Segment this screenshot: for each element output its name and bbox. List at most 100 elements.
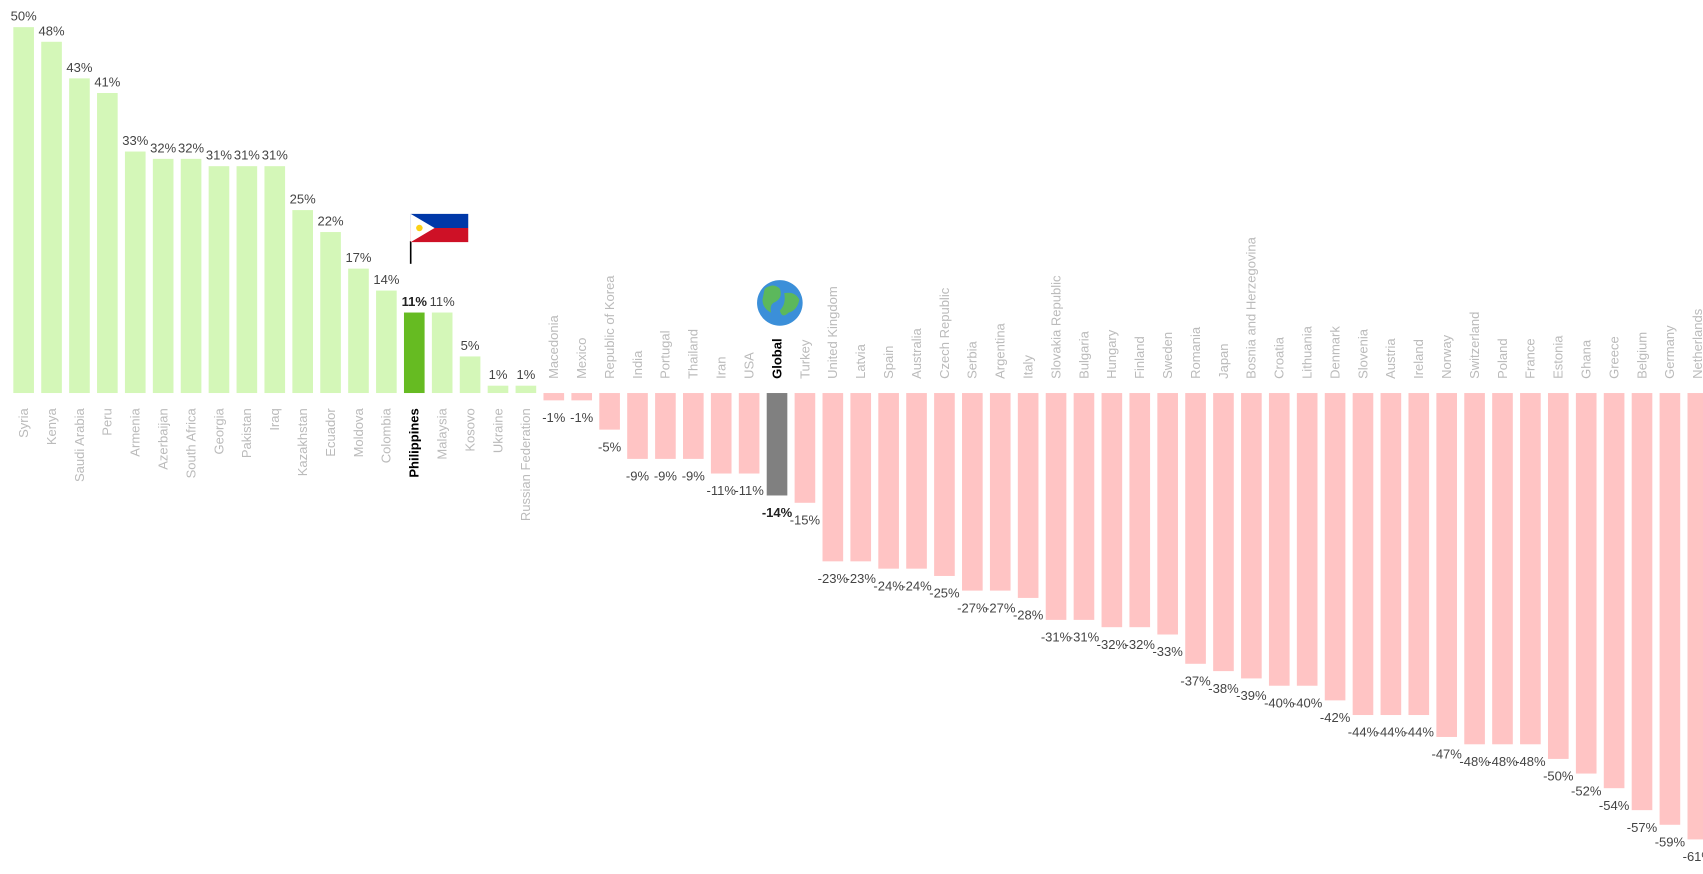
bar	[348, 268, 369, 394]
bar	[962, 393, 983, 591]
category-label: Global	[769, 338, 784, 378]
category-label: France	[1523, 338, 1538, 379]
bar	[627, 393, 648, 459]
value-label: -31%	[1069, 630, 1100, 645]
category-label: Pakistan	[239, 408, 254, 458]
bar	[69, 78, 90, 394]
bar	[989, 393, 1011, 591]
category-label: Azerbaijan	[155, 408, 170, 470]
category-label: Norway	[1439, 334, 1454, 379]
category-label: Serbia	[965, 341, 980, 379]
category-label: Slovenia	[1355, 328, 1370, 379]
category-label: Lithuania	[1300, 325, 1315, 379]
bar	[1659, 393, 1681, 825]
value-label: -11%	[734, 483, 764, 498]
bar	[655, 393, 676, 459]
category-label: Sweden	[1160, 332, 1175, 379]
value-label: -32%	[1125, 637, 1156, 652]
value-label: 25%	[290, 192, 316, 207]
value-label: -23%	[846, 571, 877, 586]
bar	[1268, 393, 1290, 686]
bar	[1492, 393, 1513, 745]
value-label: 41%	[94, 74, 120, 89]
value-label: 32%	[150, 140, 176, 155]
value-label: 11%	[402, 294, 428, 309]
bar	[403, 312, 425, 394]
value-label: 48%	[39, 23, 65, 38]
bar	[1129, 393, 1151, 628]
category-label: Armenia	[128, 407, 143, 456]
category-label: Moldova	[351, 407, 366, 457]
value-label: -40%	[1264, 695, 1295, 710]
bar	[1603, 393, 1625, 789]
value-label: -25%	[929, 586, 960, 601]
category-label: Colombia	[379, 407, 394, 463]
category-label: Slovakia Republic	[1048, 275, 1063, 379]
category-label: Latvia	[853, 343, 868, 378]
bar	[1185, 393, 1206, 664]
bar	[571, 393, 593, 401]
value-label: -48%	[1487, 754, 1518, 769]
category-label: Belgium	[1634, 332, 1649, 379]
category-label: Republic of Korea	[602, 275, 617, 379]
category-label: Ukraine	[490, 408, 505, 453]
category-label: Japan	[1216, 343, 1231, 378]
bar	[1157, 393, 1178, 635]
bar	[208, 166, 230, 394]
category-label: Macedonia	[546, 314, 561, 378]
value-label: -50%	[1543, 769, 1574, 784]
bar	[738, 393, 760, 474]
category-label: Netherlands	[1690, 308, 1703, 379]
bar	[264, 166, 286, 394]
category-label: Kazakhstan	[295, 408, 310, 476]
category-label: South Africa	[183, 407, 198, 478]
category-label: Greece	[1606, 336, 1621, 379]
category-label: Mexico	[574, 338, 589, 379]
category-label: Iraq	[267, 408, 282, 430]
globe-icon	[757, 280, 803, 326]
value-label: -57%	[1627, 820, 1658, 835]
bar	[124, 151, 146, 394]
category-label: Czech Republic	[937, 287, 952, 379]
value-label: -1%	[542, 410, 566, 425]
bar	[794, 393, 816, 503]
bar	[1017, 393, 1039, 598]
value-label: -48%	[1515, 754, 1546, 769]
value-label: -38%	[1208, 681, 1239, 696]
category-label: Finland	[1132, 336, 1147, 379]
bar	[1687, 393, 1703, 840]
bar	[682, 393, 704, 459]
category-label: Ireland	[1411, 339, 1426, 379]
bar	[152, 158, 174, 394]
category-label: Philippines	[407, 408, 422, 477]
value-label: -59%	[1655, 834, 1686, 849]
bar	[1324, 393, 1346, 701]
category-label: Italy	[1020, 355, 1035, 379]
category-label: Austria	[1383, 338, 1398, 379]
category-label: Ecuador	[323, 408, 338, 457]
value-label: -31%	[1041, 630, 1072, 645]
category-label: Kosovo	[462, 408, 477, 451]
bar	[599, 393, 620, 430]
value-label: -5%	[598, 439, 622, 454]
bar	[1464, 393, 1485, 745]
value-label: -27%	[957, 600, 988, 615]
bar	[850, 393, 872, 562]
value-label: -24%	[873, 578, 904, 593]
bar	[180, 158, 202, 394]
bar	[41, 41, 62, 394]
value-label: 43%	[66, 60, 92, 75]
value-label: 33%	[122, 133, 148, 148]
category-label: Bosnia and Herzegovina	[1244, 236, 1259, 379]
bar	[1380, 393, 1402, 716]
value-label: 31%	[206, 148, 232, 163]
bar	[1408, 393, 1430, 716]
category-label: Estonia	[1551, 335, 1566, 379]
value-label: -23%	[818, 571, 849, 586]
value-label: -15%	[790, 513, 821, 528]
category-label: United Kingdom	[825, 286, 840, 379]
category-label: Bulgaria	[1076, 330, 1091, 379]
value-label: -42%	[1320, 710, 1351, 725]
value-label: -48%	[1459, 754, 1490, 769]
